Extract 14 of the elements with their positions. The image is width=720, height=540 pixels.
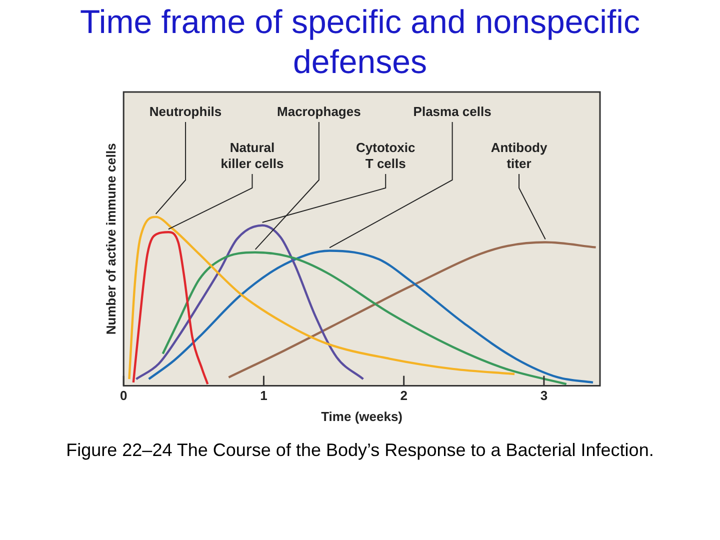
text: Natural killer cells	[220, 140, 284, 171]
text: Macrophages	[277, 104, 361, 119]
x-axis-title: Time (weeks)	[321, 408, 403, 424]
x-tick-label: 0	[120, 388, 128, 404]
caption: Figure 22–24 The Course of the Body’s Response to a Bacterial Infection.	[65, 440, 655, 461]
x-tick-label: 1	[260, 388, 268, 404]
x-tick-label: 3	[540, 388, 548, 404]
text: Antibody titer	[490, 140, 548, 171]
text: Neutrophils	[149, 104, 222, 119]
y-axis-title: Number of active immune cells	[103, 143, 118, 335]
chart-title: Time frame of specific and nonspecific defenses	[78, 2, 642, 82]
text: Cytotoxic T cells	[356, 140, 416, 171]
x-tick-label: 2	[400, 388, 408, 404]
text: Plasma cells	[413, 104, 492, 119]
